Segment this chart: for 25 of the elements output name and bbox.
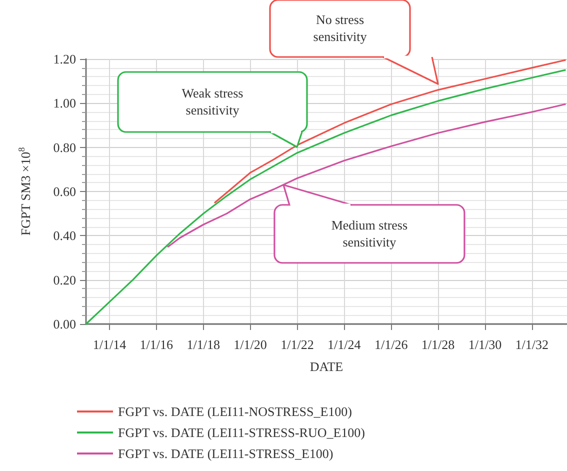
line-series — [167, 103, 566, 248]
y-tick-label: 0.00 — [53, 316, 76, 332]
x-tick-label: 1/1/14 — [92, 337, 127, 352]
x-tick-label: 1/1/20 — [234, 337, 267, 352]
y-tick-label: 1.20 — [53, 52, 76, 66]
x-tick-label: 1/1/22 — [280, 337, 314, 352]
y-tick-label: 1.00 — [53, 96, 76, 111]
x-tick-label: 1/1/16 — [140, 337, 174, 352]
x-tick-label: 1/1/32 — [515, 337, 548, 352]
x-tick-label: 1/1/24 — [327, 337, 362, 352]
y-axis-title: FGPT SM3 ×108 — [16, 146, 33, 236]
annotation: Medium stress sensitivity — [331, 217, 408, 250]
x-tick-label: 1/1/18 — [186, 337, 220, 352]
y-tick-label: 0.20 — [53, 272, 76, 288]
y-tick-label: 0.40 — [53, 228, 76, 244]
x-axis-title: DATE — [310, 359, 344, 374]
annotation: Weak stress sensitivity — [182, 86, 244, 118]
legend-label: FGPT vs. DATE (LEI11-STRESS_E100) — [118, 446, 334, 461]
x-tick-label: 1/1/26 — [374, 337, 408, 352]
x-tick-label: 1/1/28 — [421, 337, 455, 352]
y-tick-label: 0.80 — [53, 140, 76, 155]
legend-label: FGPT vs. DATE (LEI11-NOSTRESS_E100) — [118, 404, 352, 419]
y-tick-label: 0.60 — [53, 184, 76, 199]
x-tick-label: 1/1/30 — [468, 337, 502, 352]
legend-label: FGPT vs. DATE (LEI11-STRESS-RUO_E100) — [118, 425, 366, 440]
